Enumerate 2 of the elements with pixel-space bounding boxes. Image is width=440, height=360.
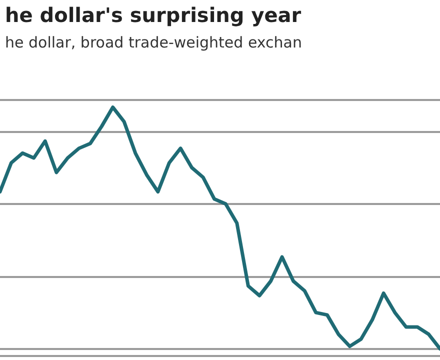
chart-title: he dollar's surprising year [5, 3, 302, 27]
chart-subtitle: he dollar, broad trade-weighted exchan [5, 34, 302, 52]
